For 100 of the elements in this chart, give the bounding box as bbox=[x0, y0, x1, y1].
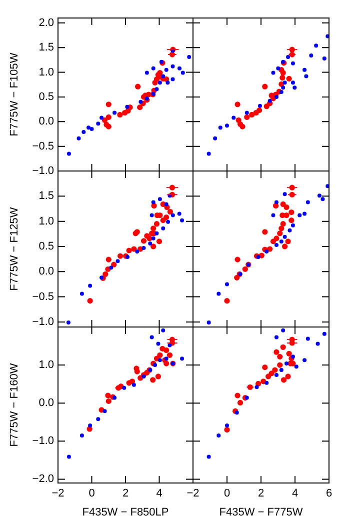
point bbox=[224, 298, 230, 304]
point bbox=[161, 74, 166, 78]
point bbox=[80, 433, 84, 438]
point bbox=[206, 454, 211, 459]
point bbox=[294, 364, 298, 369]
point bbox=[96, 417, 100, 422]
point bbox=[284, 212, 290, 218]
point bbox=[167, 208, 174, 215]
point bbox=[178, 66, 182, 70]
point bbox=[282, 234, 287, 239]
y-tick-label: 0.0 bbox=[38, 116, 54, 128]
point bbox=[151, 66, 156, 70]
point bbox=[255, 380, 262, 386]
point bbox=[234, 410, 239, 415]
point bbox=[232, 116, 236, 120]
point bbox=[206, 152, 211, 156]
point bbox=[100, 116, 104, 120]
point bbox=[234, 256, 240, 262]
y-tick-label: −2.0 bbox=[32, 473, 54, 486]
point bbox=[216, 292, 221, 296]
point bbox=[254, 385, 259, 390]
point bbox=[281, 86, 286, 90]
y-tick-label: 1.0 bbox=[38, 359, 54, 372]
point bbox=[80, 292, 84, 296]
point bbox=[106, 114, 112, 120]
point bbox=[150, 335, 154, 340]
point bbox=[244, 114, 250, 120]
point bbox=[286, 76, 292, 82]
point bbox=[125, 104, 130, 109]
point bbox=[309, 54, 314, 58]
point bbox=[288, 209, 294, 216]
point bbox=[256, 255, 260, 260]
y-tick-label: 0.0 bbox=[38, 397, 54, 410]
point bbox=[187, 54, 192, 59]
point bbox=[237, 400, 244, 406]
point bbox=[286, 350, 292, 356]
point bbox=[153, 363, 158, 368]
point bbox=[322, 56, 326, 60]
point bbox=[126, 248, 132, 254]
point bbox=[155, 374, 162, 380]
point bbox=[288, 228, 292, 232]
point bbox=[140, 238, 147, 244]
point bbox=[126, 255, 130, 260]
point bbox=[306, 200, 310, 204]
point bbox=[292, 86, 297, 90]
point bbox=[288, 218, 294, 224]
x-axis-title: F435W − F850LP bbox=[82, 506, 169, 518]
point bbox=[264, 380, 269, 385]
point bbox=[218, 126, 222, 130]
point bbox=[256, 107, 262, 114]
point bbox=[154, 87, 159, 92]
point bbox=[282, 192, 287, 196]
point bbox=[142, 246, 146, 250]
point bbox=[135, 250, 140, 254]
point bbox=[216, 433, 221, 438]
point bbox=[154, 221, 160, 227]
point bbox=[262, 364, 268, 370]
point bbox=[170, 77, 175, 82]
y-tick-label: −1.0 bbox=[32, 165, 54, 178]
y-axis-title: F775W − F105W bbox=[8, 52, 21, 136]
point bbox=[66, 454, 71, 459]
point bbox=[144, 70, 149, 75]
y-axis-title: F775W − F125W bbox=[8, 206, 21, 291]
point bbox=[326, 34, 329, 38]
point bbox=[156, 238, 162, 244]
point bbox=[224, 426, 230, 433]
point bbox=[158, 358, 162, 362]
x-tick-label: 4 bbox=[156, 488, 162, 500]
y-tick-label: 2.0 bbox=[38, 16, 54, 29]
point bbox=[274, 236, 280, 242]
y-tick-label: −1.0 bbox=[32, 316, 54, 328]
point bbox=[161, 328, 166, 332]
point bbox=[302, 358, 307, 362]
point bbox=[304, 74, 308, 78]
point bbox=[157, 352, 163, 358]
point bbox=[314, 44, 318, 48]
point bbox=[150, 377, 156, 383]
point bbox=[225, 124, 229, 128]
point bbox=[105, 392, 111, 398]
point bbox=[164, 214, 170, 220]
point bbox=[290, 61, 295, 66]
point bbox=[306, 336, 310, 341]
point bbox=[244, 110, 249, 115]
y-tick-label: 0.5 bbox=[38, 91, 54, 103]
point bbox=[267, 246, 273, 252]
point bbox=[164, 202, 168, 206]
point bbox=[109, 266, 114, 270]
point bbox=[112, 396, 117, 400]
point bbox=[180, 70, 185, 75]
point bbox=[268, 370, 274, 376]
point bbox=[168, 343, 172, 348]
y-tick-label: −1.0 bbox=[32, 435, 54, 448]
point bbox=[240, 124, 246, 130]
point bbox=[279, 239, 284, 244]
point bbox=[161, 226, 166, 230]
point bbox=[262, 84, 268, 90]
y-tick-label: 1.5 bbox=[38, 190, 54, 202]
point bbox=[280, 344, 286, 350]
point bbox=[151, 236, 156, 240]
point bbox=[150, 244, 156, 250]
